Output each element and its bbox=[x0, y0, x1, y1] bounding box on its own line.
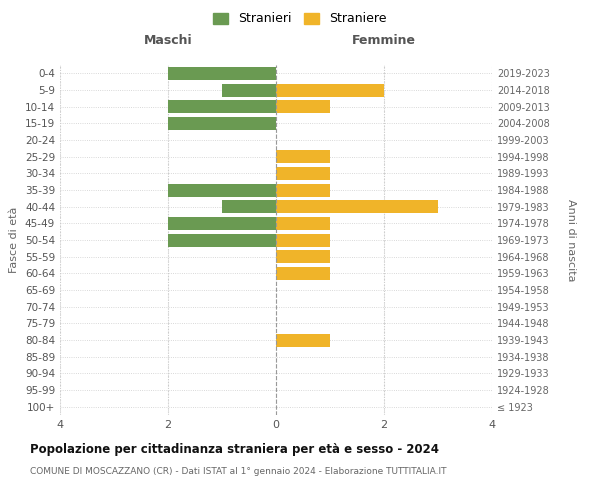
Bar bbox=[168, 100, 276, 113]
Y-axis label: Fasce di età: Fasce di età bbox=[10, 207, 19, 273]
Bar bbox=[276, 167, 330, 180]
Bar bbox=[222, 84, 276, 96]
Bar bbox=[276, 150, 330, 163]
Bar bbox=[276, 200, 438, 213]
Text: Popolazione per cittadinanza straniera per età e sesso - 2024: Popolazione per cittadinanza straniera p… bbox=[30, 442, 439, 456]
Bar bbox=[168, 117, 276, 130]
Bar bbox=[276, 250, 330, 263]
Bar bbox=[222, 200, 276, 213]
Bar bbox=[276, 217, 330, 230]
Bar bbox=[168, 234, 276, 246]
Bar bbox=[276, 184, 330, 196]
Bar bbox=[168, 184, 276, 196]
Bar bbox=[276, 234, 330, 246]
Text: Femmine: Femmine bbox=[352, 34, 416, 48]
Text: COMUNE DI MOSCAZZANO (CR) - Dati ISTAT al 1° gennaio 2024 - Elaborazione TUTTITA: COMUNE DI MOSCAZZANO (CR) - Dati ISTAT a… bbox=[30, 468, 446, 476]
Legend: Stranieri, Straniere: Stranieri, Straniere bbox=[209, 8, 391, 29]
Bar bbox=[276, 267, 330, 280]
Y-axis label: Anni di nascita: Anni di nascita bbox=[566, 198, 577, 281]
Bar bbox=[276, 334, 330, 346]
Bar bbox=[276, 100, 330, 113]
Bar bbox=[168, 67, 276, 80]
Bar bbox=[276, 84, 384, 96]
Bar bbox=[168, 217, 276, 230]
Text: Maschi: Maschi bbox=[143, 34, 193, 48]
